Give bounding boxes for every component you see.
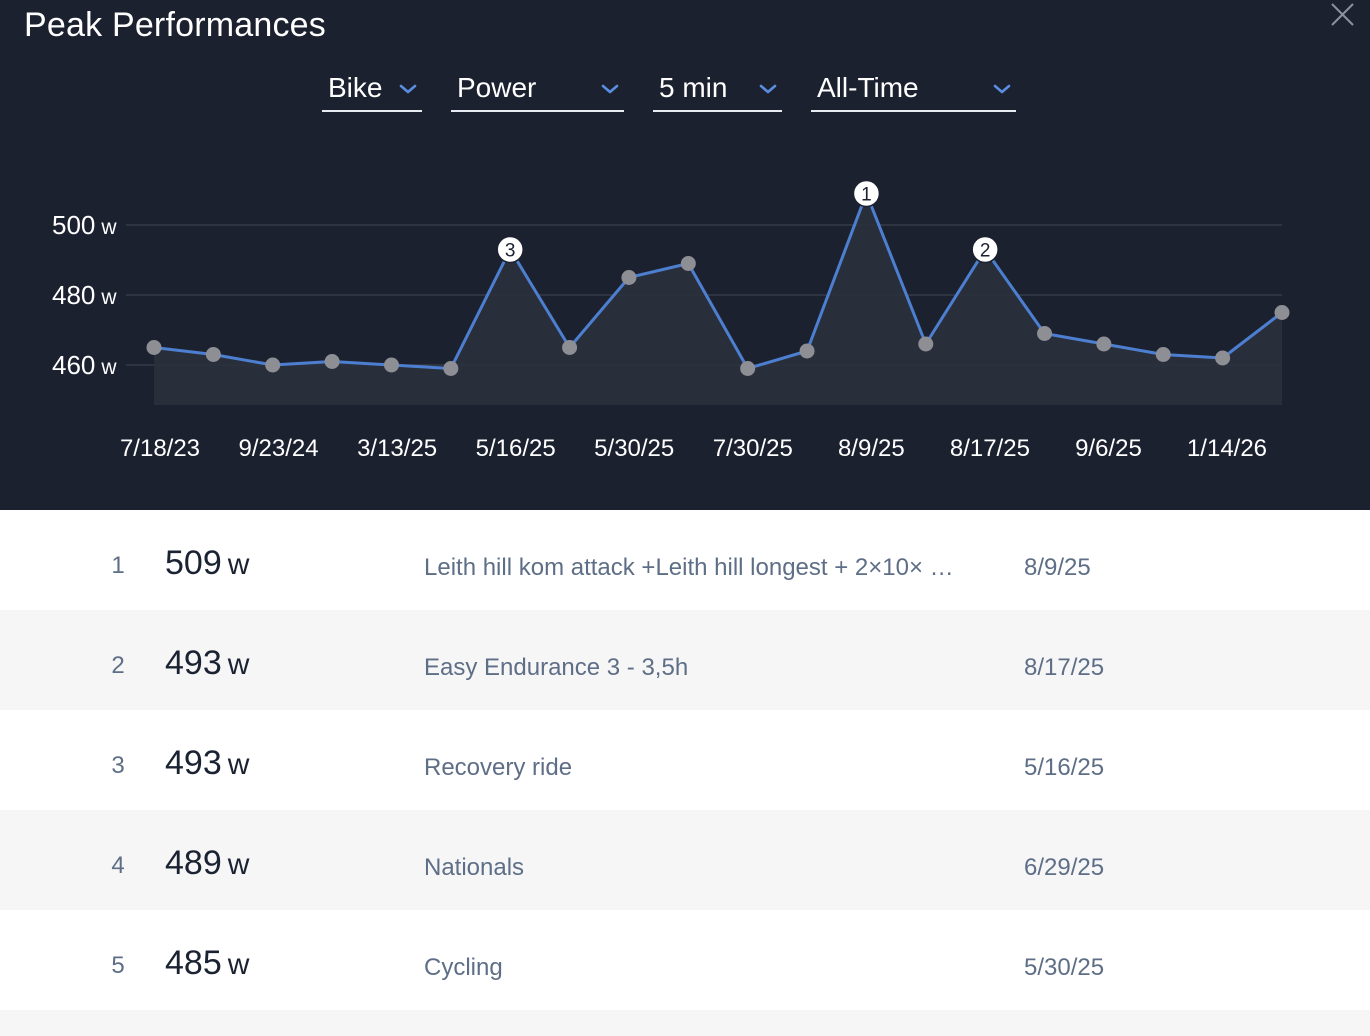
data-point (740, 361, 756, 376)
list-bottom-spacer (0, 1010, 1370, 1036)
data-point (680, 256, 696, 271)
data-point (205, 347, 221, 362)
rank-number: 3 (111, 752, 125, 779)
metric-select-value: Power (457, 72, 537, 103)
workout-link[interactable]: Nationals (424, 854, 525, 881)
rank-number: 5 (111, 952, 125, 979)
data-point (621, 270, 637, 285)
chevron-down-icon (601, 84, 619, 94)
ranking-row[interactable]: 4 489 w Nationals 6/29/25 (0, 810, 1370, 910)
range-select[interactable]: All-Time (811, 70, 1016, 112)
x-tick-label: 7/18/23 (120, 435, 200, 462)
y-tick-label: 480 w (52, 280, 117, 310)
workout-link[interactable]: Easy Endurance 3 - 3,5h (424, 654, 689, 681)
x-tick-label: 8/9/25 (838, 435, 905, 462)
power-number: 509 (165, 544, 222, 582)
power-value: 493 w (165, 744, 249, 783)
range-select-value: All-Time (817, 72, 919, 103)
ranking-row[interactable]: 5 485 w Cycling 5/30/25 (0, 910, 1370, 1010)
chevron-down-icon (993, 84, 1011, 94)
power-unit: w (227, 848, 250, 881)
data-point (265, 357, 281, 373)
data-point (146, 340, 162, 355)
chart-area (154, 193, 1282, 405)
data-point (1037, 326, 1053, 341)
data-point (1155, 347, 1171, 362)
workout-link[interactable]: Leith hill kom attack +Leith hill longes… (424, 554, 954, 581)
power-unit: w (227, 948, 250, 981)
data-point (324, 354, 340, 369)
x-tick-label: 5/30/25 (594, 435, 674, 462)
chevron-down-icon (399, 84, 417, 94)
rank-marker (971, 235, 999, 264)
x-tick-label: 1/14/26 (1187, 435, 1267, 462)
metric-select[interactable]: Power (451, 70, 624, 112)
workout-link[interactable]: Cycling (424, 954, 503, 981)
power-number: 493 (165, 744, 222, 782)
series-line (153, 192, 1283, 370)
data-point (1274, 305, 1290, 320)
power-number: 489 (165, 844, 222, 882)
x-tick-label: 9/23/24 (239, 435, 319, 462)
data-point (443, 361, 459, 376)
panel-title: Peak Performances (24, 6, 326, 44)
data-point (383, 357, 399, 373)
workout-date: 5/30/25 (1024, 954, 1105, 981)
rank-number: 2 (111, 652, 125, 679)
rank-marker-label: 3 (505, 241, 516, 262)
power-number: 485 (165, 944, 222, 982)
power-unit: w (227, 648, 250, 681)
x-tick-label: 8/17/25 (950, 435, 1030, 462)
data-point (799, 343, 815, 359)
rank-marker-label: 1 (861, 185, 872, 206)
y-tick-label: 460 w (52, 350, 117, 380)
duration-select[interactable]: 5 min (653, 70, 782, 112)
rankings-list: 1 509 w Leith hill kom attack +Leith hill l… (0, 510, 1370, 1036)
workout-date: 5/16/25 (1024, 754, 1105, 781)
power-unit: w (227, 548, 250, 581)
rank-number: 4 (111, 852, 125, 879)
peak-power-chart: 500 w 480 w 460 w 1 2 3 7/18/23 9/23/24 3/13/25 5/16… (52, 179, 1290, 462)
workout-date: 8/17/25 (1024, 654, 1105, 681)
power-unit: w (227, 748, 250, 781)
data-point (1215, 350, 1231, 366)
ranking-row[interactable]: 2 493 w Easy Endurance 3 - 3,5h 8/17/25 (0, 610, 1370, 710)
rank-number: 1 (111, 552, 125, 579)
power-value: 509 w (165, 544, 249, 583)
power-value: 493 w (165, 644, 249, 683)
sport-select-value: Bike (328, 72, 383, 103)
power-value: 489 w (165, 844, 249, 883)
close-icon[interactable] (1328, 0, 1358, 30)
workout-date: 6/29/25 (1024, 854, 1105, 881)
data-point (1096, 336, 1112, 352)
workout-date: 8/9/25 (1024, 554, 1091, 581)
y-tick-label: 500 w (52, 210, 117, 240)
x-tick-label: 7/30/25 (713, 435, 793, 462)
rank-marker-label: 2 (980, 241, 991, 262)
data-point (562, 340, 578, 355)
data-point (918, 336, 934, 352)
rank-marker (496, 235, 524, 264)
rank-marker (852, 179, 881, 208)
chevron-down-icon (759, 84, 777, 94)
workout-link[interactable]: Recovery ride (424, 754, 573, 781)
ranking-row[interactable]: 1 509 w Leith hill kom attack +Leith hill l… (0, 510, 1370, 610)
x-tick-label: 9/6/25 (1075, 435, 1142, 462)
x-tick-label: 5/16/25 (476, 435, 556, 462)
peak-performances-panel: Peak Performances Bike Power 5 min All-T… (0, 0, 1370, 510)
ranking-row[interactable]: 3 493 w Recovery ride 5/16/25 (0, 710, 1370, 810)
duration-select-value: 5 min (659, 72, 728, 103)
power-number: 493 (165, 644, 222, 682)
power-value: 485 w (165, 944, 249, 983)
x-tick-label: 3/13/25 (357, 435, 437, 462)
sport-select[interactable]: Bike (322, 70, 422, 112)
